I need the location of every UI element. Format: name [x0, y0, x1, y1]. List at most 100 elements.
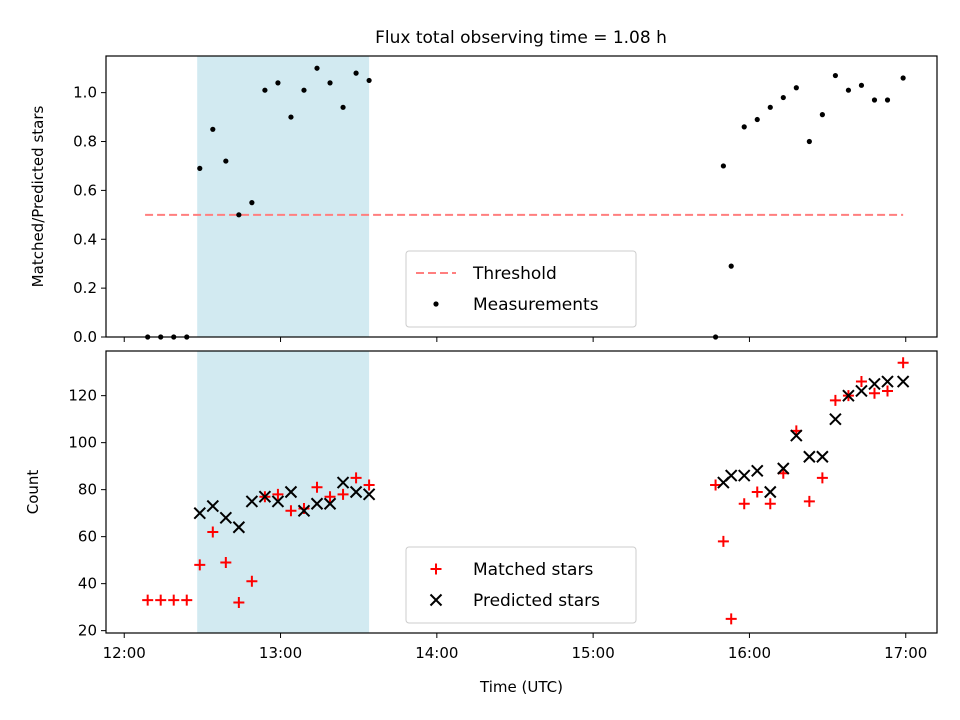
legend-plus-marker — [430, 563, 442, 575]
observing-span — [197, 351, 370, 633]
data-point — [871, 97, 878, 103]
data-point — [868, 377, 881, 391]
data-point — [855, 376, 867, 388]
x-tick-label: 17:00 — [884, 644, 927, 662]
data-point — [249, 200, 255, 206]
legend-x-marker — [429, 593, 443, 607]
data-point — [324, 491, 336, 503]
data-point — [882, 385, 894, 397]
y-axis-label: Matched/Predicted stars — [29, 106, 47, 288]
data-point — [710, 479, 722, 491]
legend: Matched stars Predicted stars — [405, 546, 637, 624]
y-tick-label: 0.8 — [73, 133, 97, 151]
data-point — [219, 511, 233, 525]
data-point — [881, 375, 894, 388]
data-point — [855, 384, 868, 398]
data-point — [194, 559, 206, 571]
ratio-panel: 0.0 0.2 0.4 0.6 0.8 1.0 Matched/Predicted star… — [29, 55, 938, 346]
data-point — [868, 387, 880, 399]
y-tick-label: 0.0 — [73, 328, 97, 346]
x-tick-label: 14:00 — [415, 644, 458, 662]
data-point — [842, 389, 855, 402]
data-point — [232, 521, 246, 534]
data-point — [777, 462, 790, 475]
data-point — [245, 495, 259, 508]
data-point — [816, 450, 829, 463]
data-point — [803, 495, 815, 507]
legend-label: Predicted stars — [473, 591, 600, 611]
y-tick-label: 40 — [78, 575, 97, 593]
data-point — [806, 138, 812, 145]
data-point — [323, 497, 337, 510]
data-point — [353, 70, 359, 76]
data-point — [327, 80, 333, 86]
data-point — [829, 412, 842, 426]
y-tick-label: 60 — [78, 528, 97, 546]
data-point — [258, 490, 272, 503]
data-point — [366, 77, 372, 84]
observing-span — [197, 56, 370, 337]
data-point — [262, 87, 268, 93]
legend-label: Matched stars — [473, 560, 593, 580]
legend-label: Measurements — [473, 295, 599, 315]
data-point — [754, 116, 760, 123]
data-point — [363, 479, 375, 491]
data-point — [738, 469, 751, 482]
data-point — [340, 104, 346, 110]
series-measurements — [145, 65, 906, 340]
y-axis-label: Count — [24, 470, 42, 515]
data-point — [764, 485, 777, 499]
x-tick-label: 12:00 — [103, 644, 146, 662]
legend-box — [405, 546, 637, 624]
data-point — [206, 499, 220, 513]
data-point — [751, 464, 764, 478]
y-tick-label: 0.6 — [73, 181, 97, 199]
data-point — [900, 75, 906, 81]
data-point — [793, 85, 799, 91]
data-point — [751, 486, 763, 498]
count-panel: 20 40 60 80 100 120 12:00 13:00 14:00 15:00 16:00 1… — [24, 350, 938, 696]
data-point — [858, 82, 865, 88]
x-tick-label: 13:00 — [259, 644, 302, 662]
data-point — [310, 497, 324, 510]
y-tick-label: 100 — [68, 434, 97, 452]
data-point — [350, 472, 362, 484]
data-point — [336, 476, 350, 489]
series-matched-stars — [142, 357, 909, 625]
data-point — [724, 469, 738, 482]
legend-box — [405, 250, 637, 328]
data-point — [223, 158, 229, 164]
data-point — [764, 498, 776, 510]
data-point — [728, 263, 734, 269]
data-point — [236, 212, 242, 218]
data-point — [738, 498, 750, 510]
legend-point-marker — [433, 301, 439, 307]
x-axis-label: Time (UTC) — [479, 678, 563, 696]
data-point — [155, 594, 167, 606]
data-point — [741, 124, 747, 130]
data-point — [301, 87, 307, 93]
y-tick-label: 80 — [78, 481, 97, 499]
data-point — [207, 526, 219, 538]
axes-frame — [105, 350, 938, 634]
data-point — [311, 481, 323, 493]
data-point — [884, 97, 891, 103]
y-tick-label: 1.0 — [73, 84, 97, 102]
data-point — [832, 72, 839, 79]
data-point — [197, 165, 203, 171]
data-point — [790, 429, 803, 442]
data-point — [845, 87, 852, 93]
data-point — [362, 488, 376, 501]
data-point — [142, 594, 154, 606]
data-point — [896, 375, 910, 388]
data-point — [193, 506, 206, 520]
data-point — [803, 450, 816, 463]
data-point — [819, 112, 825, 118]
data-point — [271, 495, 285, 508]
series-predicted-stars — [193, 375, 910, 534]
data-point — [285, 505, 297, 517]
data-point — [816, 472, 828, 484]
y-tick-label: 120 — [68, 387, 97, 405]
data-point — [349, 485, 363, 499]
